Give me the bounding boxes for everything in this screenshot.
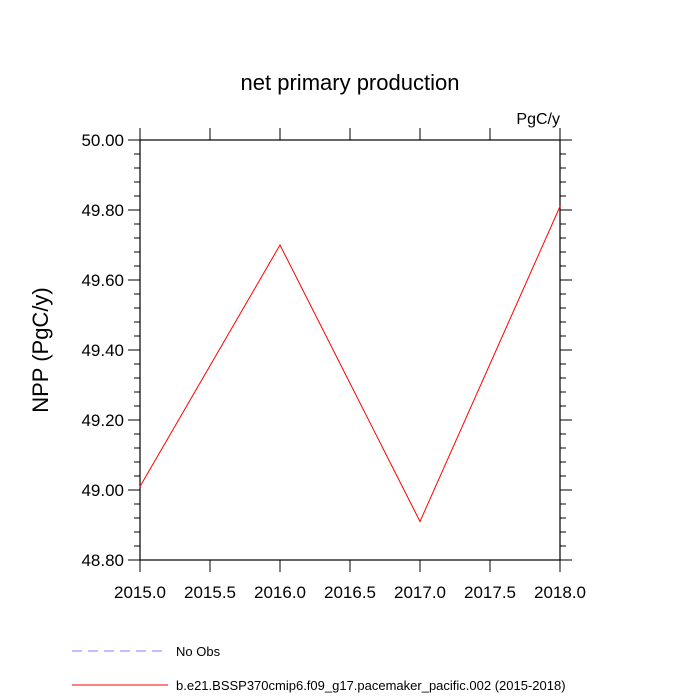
y-tick-label: 49.40: [81, 341, 124, 360]
x-tick-label: 2018.0: [534, 583, 586, 602]
x-tick-label: 2016.5: [324, 583, 376, 602]
series-line-1: [139, 206, 561, 523]
plot-area: 48.80 49.00 49.20 49.40 49.60 49.80 50.00 2015.…: [81, 128, 586, 602]
legend-label-0: No Obs: [176, 644, 221, 659]
x-tick-label: 2015.0: [114, 583, 166, 602]
y-tick-label: 49.80: [81, 201, 124, 220]
data-point: [419, 520, 421, 523]
units-label: PgC/y: [516, 111, 560, 128]
y-tick-label: 50.00: [81, 131, 124, 150]
x-tick-label: 2015.5: [184, 583, 236, 602]
y-tick-label: 49.00: [81, 481, 124, 500]
legend: No Obs b.e21.BSSP370cmip6.f09_g17.pacemak…: [72, 644, 566, 693]
data-point: [279, 244, 281, 246]
y-tick-label: 48.80: [81, 551, 124, 570]
data-point: [139, 485, 141, 488]
legend-label-1: b.e21.BSSP370cmip6.f09_g17.pacemaker_pac…: [176, 678, 566, 693]
y-tick-label: 49.60: [81, 271, 124, 290]
plot-frame: [139, 139, 561, 561]
data-point: [559, 205, 561, 208]
y-axis-label: NPP (PgC/y): [28, 287, 53, 413]
x-tick-label: 2017.5: [464, 583, 516, 602]
y-tick-label: 49.20: [81, 411, 124, 430]
x-tick-label: 2017.0: [394, 583, 446, 602]
chart-title: net primary production: [241, 70, 460, 95]
x-tick-label: 2016.0: [254, 583, 306, 602]
